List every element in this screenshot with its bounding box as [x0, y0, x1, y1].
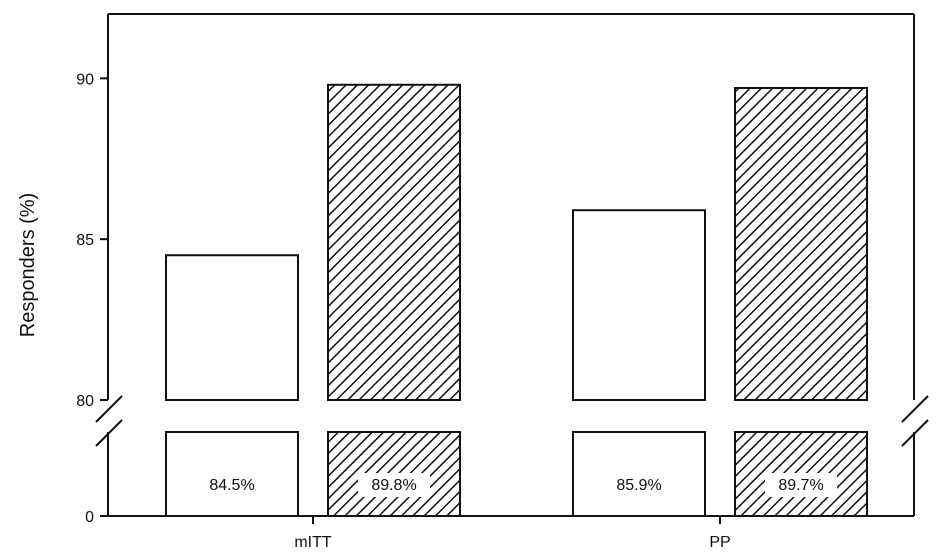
bar-mITT-0-label-bg [196, 473, 268, 497]
bar-mITT-0-upper [165, 254, 299, 401]
y-tick-label-2: 85 [76, 232, 94, 249]
right-break-mark-2 [901, 419, 929, 447]
x-tick-label-PP: PP [709, 534, 730, 551]
bar-PP-0-label-bg [603, 473, 675, 497]
bars-layer: 84.5% 89.8% 85.9% 89.7% [165, 83, 868, 517]
bar-mITT-1-label-bg [358, 473, 430, 497]
y-tick-label-3: 90 [76, 71, 94, 88]
bar-PP-0-lower [572, 431, 706, 517]
y-tick-label-1: 80 [76, 393, 94, 410]
bar-mITT-1-value-label: 89.8% [371, 477, 416, 494]
bar-PP-1-label-bg [765, 473, 837, 497]
bar-mITT-1-upper [327, 83, 461, 402]
y-tick-label-0: 0 [85, 509, 94, 526]
x-tick-label-mITT: mITT [294, 534, 332, 551]
bar-mITT-0-value-label: 84.5% [209, 477, 254, 494]
left-break-mark-2 [95, 419, 123, 447]
bar-mITT-0-lower [165, 431, 299, 517]
bar-PP-1-upper [734, 86, 868, 401]
y-axis-label: Responders (%) [17, 193, 39, 338]
bar-PP-0-upper [572, 209, 706, 401]
bar-PP-1-value-label: 89.7% [778, 477, 823, 494]
bar-PP-0-value-label: 85.9% [616, 477, 661, 494]
right-break-mark-1 [901, 395, 929, 423]
left-break-mark-1 [95, 395, 123, 423]
